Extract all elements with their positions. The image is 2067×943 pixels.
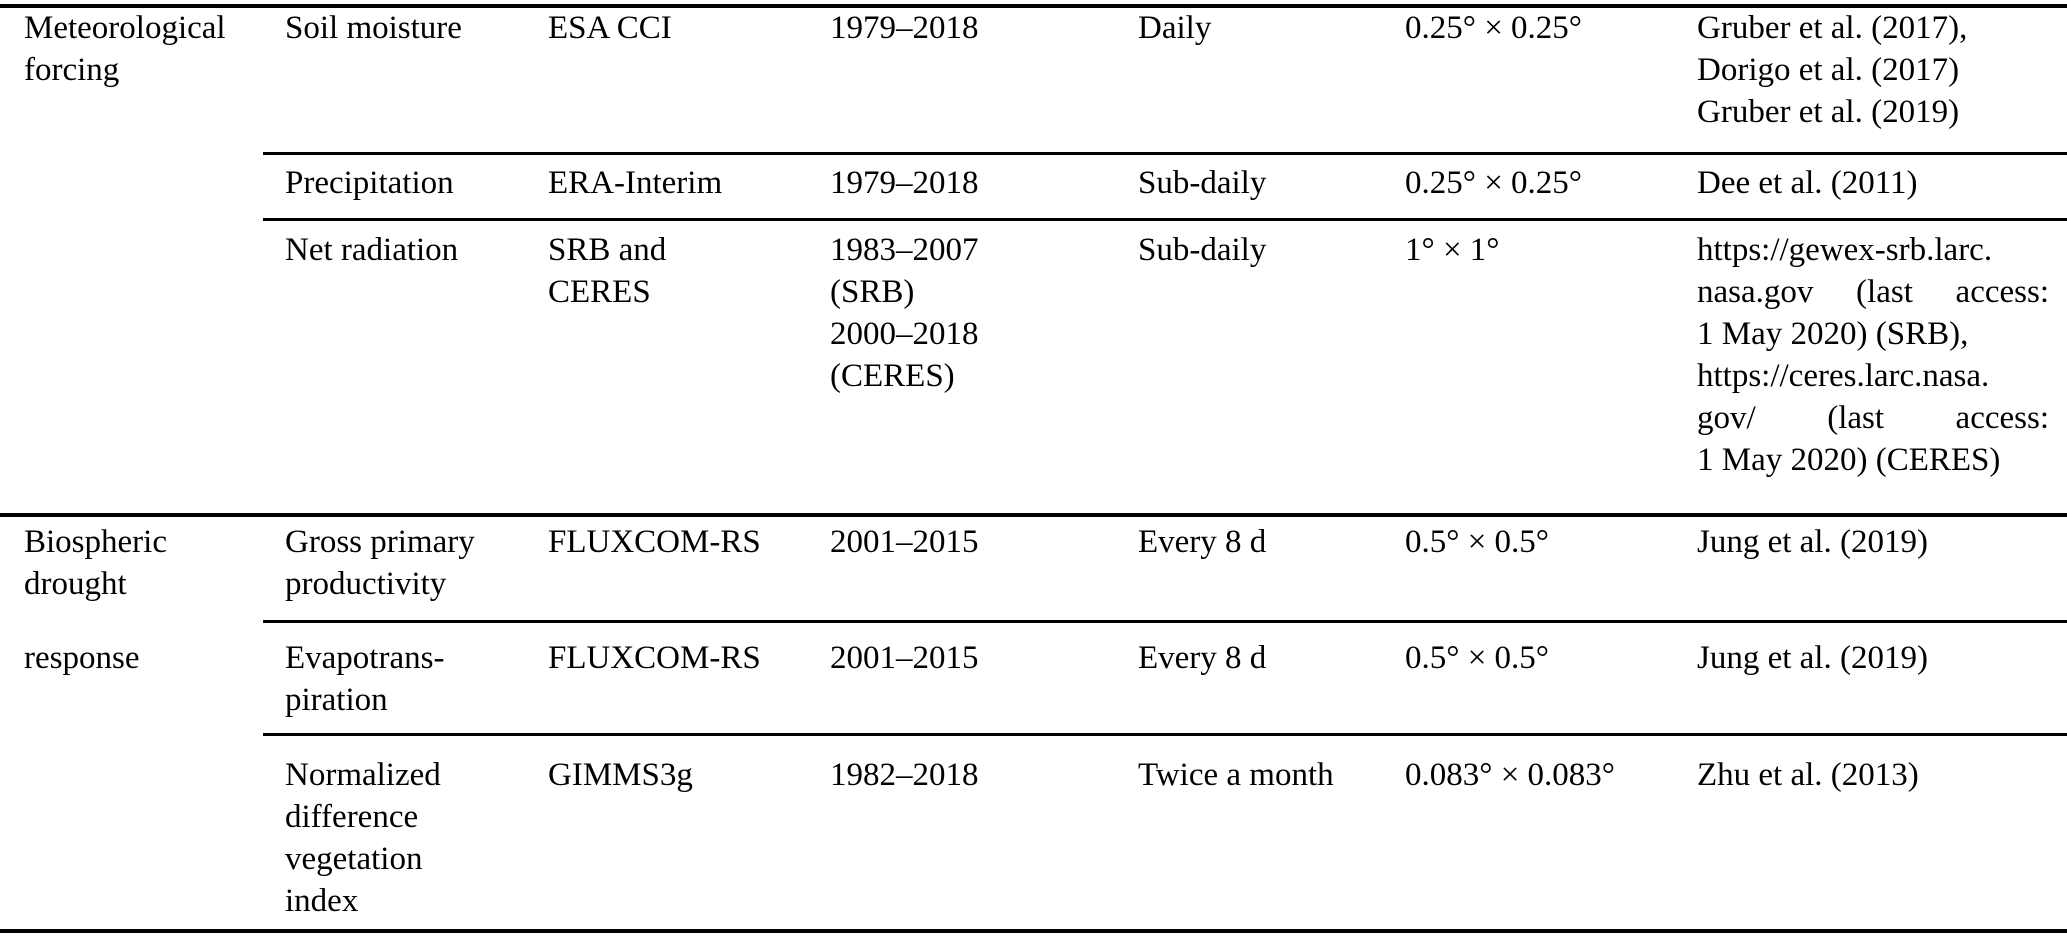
cell-dataset: FLUXCOM-RS [548, 524, 761, 560]
row-separator-rule [263, 152, 2067, 155]
cell-temporal-resolution: Sub-daily [1138, 232, 1267, 268]
cell-spatial-resolution: 0.5° × 0.5° [1405, 640, 1550, 676]
cell-category: Biospheric drought [24, 524, 167, 602]
cell-period: 1979–2018 [830, 10, 979, 46]
cell-spatial-resolution: 0.25° × 0.25° [1405, 165, 1583, 201]
cell-category: Meteorological forcing [24, 10, 226, 88]
cell-reference: Zhu et al. (2013) [1697, 757, 1919, 793]
cell-category: response [24, 640, 140, 676]
cell-reference: Jung et al. (2019) [1697, 640, 1928, 676]
cell-variable: Normalized difference vegetation index [285, 757, 441, 919]
cell-spatial-resolution: 0.5° × 0.5° [1405, 524, 1550, 560]
cell-variable: Soil moisture [285, 10, 462, 46]
cell-period: 2001–2015 [830, 524, 979, 560]
cell-dataset: ERA-Interim [548, 165, 723, 201]
cell-reference: Jung et al. (2019) [1697, 524, 1928, 560]
cell-variable: Net radiation [285, 232, 459, 268]
cell-dataset: SRB and CERES [548, 232, 667, 310]
cell-reference: Gruber et al. (2017), Dorigo et al. (2017… [1697, 10, 1968, 130]
cell-dataset: GIMMS3g [548, 757, 693, 793]
cell-variable: Gross primary productivity [285, 524, 475, 602]
cell-temporal-resolution: Daily [1138, 10, 1212, 46]
cell-period: 1983–2007 (SRB) 2000–2018 (CERES) [830, 232, 979, 394]
cell-temporal-resolution: Every 8 d [1138, 524, 1267, 560]
cell-period: 1979–2018 [830, 165, 979, 201]
row-separator-rule [263, 620, 2067, 623]
cell-reference: Dee et al. (2011) [1697, 165, 1918, 201]
cell-period: 1982–2018 [830, 757, 979, 793]
cell-variable: Evapotrans-piration [285, 640, 445, 718]
row-separator-rule [263, 733, 2067, 736]
cell-period: 2001–2015 [830, 640, 979, 676]
row-separator-rule [263, 218, 2067, 221]
table-bottom-rule [0, 929, 2067, 933]
cell-temporal-resolution: Sub-daily [1138, 165, 1267, 201]
cell-reference: https://gewex-srb.larc. nasa.gov (last ac… [1697, 232, 2049, 478]
table-top-rule [0, 4, 2067, 8]
cell-dataset: FLUXCOM-RS [548, 640, 761, 676]
cell-temporal-resolution: Twice a month [1138, 757, 1334, 793]
cell-spatial-resolution: 0.083° × 0.083° [1405, 757, 1616, 793]
cell-variable: Precipitation [285, 165, 454, 201]
cell-dataset: ESA CCI [548, 10, 672, 46]
section-separator-rule [0, 513, 2067, 517]
cell-temporal-resolution: Every 8 d [1138, 640, 1267, 676]
cell-spatial-resolution: 0.25° × 0.25° [1405, 10, 1583, 46]
cell-spatial-resolution: 1° × 1° [1405, 232, 1500, 268]
